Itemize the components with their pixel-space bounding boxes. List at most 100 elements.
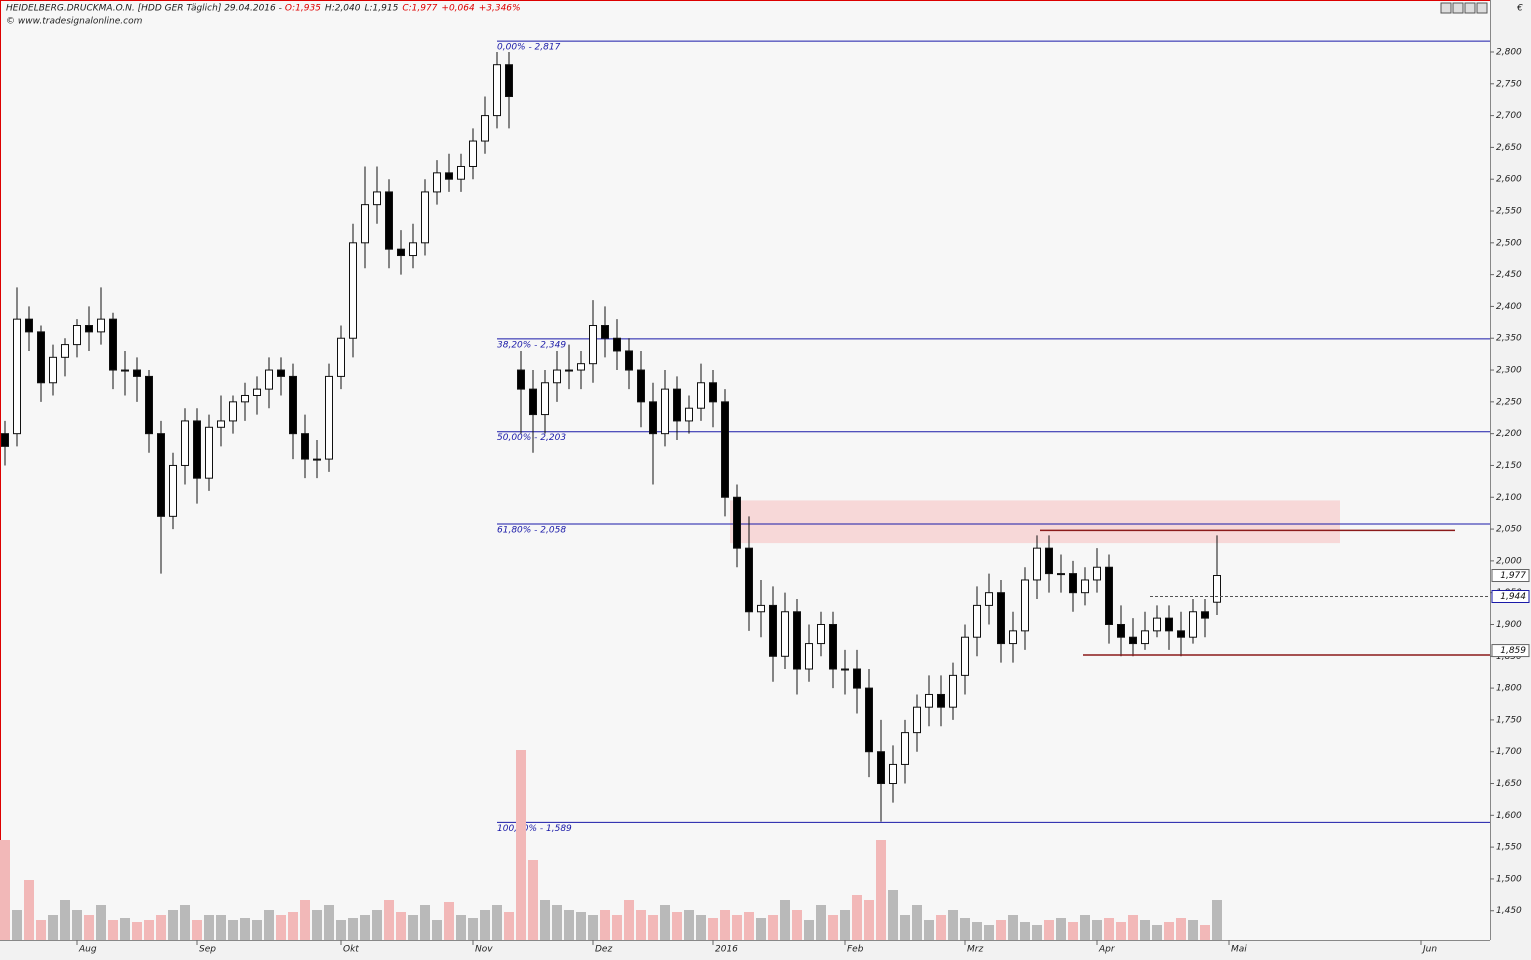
candle-body (85, 325, 93, 333)
price-tag-label: 1,859 (1500, 646, 1526, 656)
y-tick-label: 2,050 (1496, 525, 1522, 535)
volume-bar (36, 920, 46, 940)
volume-bar (204, 915, 214, 940)
restore-button[interactable] (1464, 2, 1476, 14)
volume-bar (300, 900, 310, 940)
candle-body (697, 382, 705, 409)
volume-bar (552, 905, 562, 940)
x-tick-label: Apr (1098, 945, 1116, 955)
price-tag-label: 1,944 (1500, 592, 1526, 602)
candle-body (685, 407, 693, 422)
candle-body (265, 369, 273, 390)
volume-bar (864, 900, 874, 940)
y-tick-label: 2,500 (1496, 238, 1522, 248)
volume-bar (804, 920, 814, 940)
candle-body (109, 318, 117, 371)
candle-body (133, 369, 141, 377)
volume-bar (156, 915, 166, 940)
candle-body (1033, 547, 1041, 581)
candle-body (709, 382, 717, 403)
volume-bar (84, 915, 94, 940)
candle-body (913, 706, 921, 734)
candle-body (1153, 617, 1161, 632)
volume-bar (504, 912, 514, 940)
candle-body (505, 64, 513, 98)
volume-bar (540, 900, 550, 940)
nav-left-button[interactable] (1440, 2, 1452, 14)
candle-body (13, 318, 21, 435)
candle-body (181, 420, 189, 466)
price-tag-label: 1,977 (1500, 571, 1526, 581)
candle-body (73, 325, 81, 346)
volume-bar (1008, 915, 1018, 940)
y-tick-label: 2,350 (1496, 334, 1522, 344)
volume-bar (432, 920, 442, 940)
volume-bar (876, 840, 886, 940)
volume-bar (1056, 918, 1066, 940)
close-button[interactable] (1476, 2, 1488, 14)
y-tick-label: 2,550 (1496, 207, 1522, 217)
candle-body (601, 325, 609, 339)
candle-body (637, 369, 645, 403)
volume-bar (852, 895, 862, 940)
candle-body (973, 604, 981, 638)
candle-body (1045, 547, 1053, 575)
candle-body (565, 369, 573, 372)
candle-body (205, 426, 213, 479)
volume-bar (48, 915, 58, 940)
candle-body (313, 458, 321, 461)
candle-body (793, 611, 801, 670)
header-quote: +0,064 (441, 4, 475, 14)
candle-body (517, 369, 525, 390)
volume-bar (252, 920, 262, 940)
volume-bar (24, 880, 34, 940)
y-axis-panel (1490, 0, 1531, 960)
volume-bar (1032, 925, 1042, 940)
candle-body (625, 350, 633, 371)
y-tick-label: 1,600 (1496, 811, 1522, 821)
volume-bar (1020, 922, 1030, 940)
candle-body (241, 394, 249, 403)
candle-body (1021, 579, 1029, 632)
y-tick-label: 1,800 (1496, 684, 1522, 694)
volume-bar (216, 915, 226, 940)
volume-bar (612, 915, 622, 940)
candle-body (745, 547, 753, 613)
fib-label: 0,00% - 2,817 (497, 43, 561, 53)
candle-body (673, 388, 681, 422)
candle-body (553, 369, 561, 384)
volume-bar (936, 915, 946, 940)
y-tick-label: 1,550 (1496, 843, 1522, 853)
volume-bar (288, 912, 298, 940)
candle-body (169, 464, 177, 517)
candle-body (457, 165, 465, 180)
candle-body (49, 356, 57, 384)
volume-bar (132, 922, 142, 940)
candle-body (421, 191, 429, 244)
candle-body (721, 401, 729, 498)
candle-body (469, 140, 477, 167)
volume-bar (276, 915, 286, 940)
volume-bar (1044, 920, 1054, 940)
candle-body (25, 318, 33, 333)
volume-bar (1080, 915, 1090, 940)
volume-bar (60, 900, 70, 940)
volume-bar (1068, 922, 1078, 940)
nav-right-button[interactable] (1452, 2, 1464, 14)
volume-bar (384, 900, 394, 940)
candle-body (253, 388, 261, 396)
plot-area: 0,00% - 2,817 38,20% - 2,349 50,00% - 2,20… (0, 40, 1490, 940)
candle-body (1201, 611, 1209, 619)
candle-body (937, 693, 945, 708)
volume-bar (324, 905, 334, 940)
x-tick-label: Okt (343, 945, 359, 955)
volume-bar (0, 840, 10, 940)
y-tick-label: 1,650 (1496, 779, 1522, 789)
candle-body (769, 604, 777, 657)
candle-body (805, 643, 813, 670)
candle-body (229, 401, 237, 422)
candle-body (349, 242, 357, 339)
volume-bar (684, 910, 694, 940)
candle-body (1129, 636, 1137, 645)
